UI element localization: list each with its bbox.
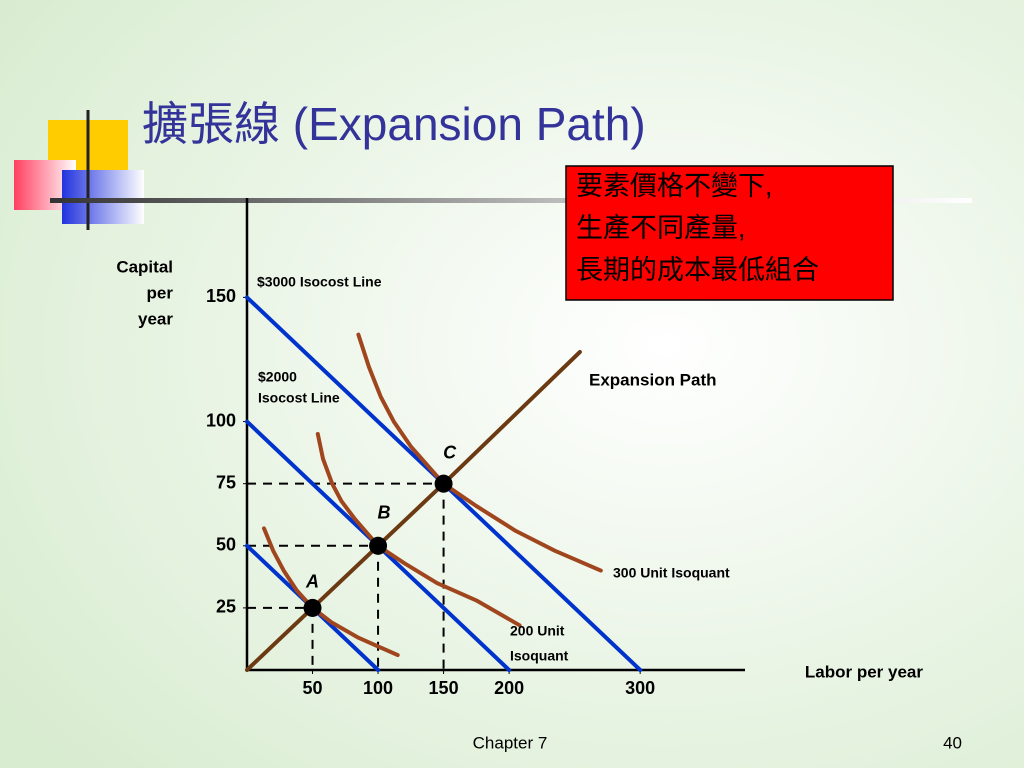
note-line: 長期的成本最低組合	[576, 255, 819, 285]
annotation: $3000 Isocost Line	[257, 274, 382, 290]
point-label: B	[378, 503, 391, 523]
x-tick-label: 100	[363, 678, 393, 698]
x-tick-label: 50	[303, 678, 323, 698]
y-tick-label: 100	[206, 410, 236, 430]
annotation: $2000	[258, 369, 297, 385]
series-line	[262, 526, 400, 658]
annotation: Isoquant	[510, 648, 569, 664]
x-tick-label: 300	[625, 678, 655, 698]
note: 要素價格不變下, 生產不同產量, 長期的成本最低組合	[576, 171, 819, 285]
note-box	[565, 165, 894, 301]
y-axis-label: Capital	[116, 257, 173, 276]
series-line	[315, 432, 522, 628]
point	[303, 598, 322, 617]
page-number: 40	[943, 733, 962, 752]
note-line: 生產不同產量,	[576, 213, 746, 243]
x-tick-label: 150	[429, 678, 459, 698]
point	[434, 474, 453, 493]
title: 擴張線 (Expansion Path)	[142, 98, 646, 150]
y-tick-label: 150	[206, 286, 236, 306]
note-line: 要素價格不變下,	[576, 171, 773, 201]
annotation: Expansion Path	[589, 370, 717, 389]
point	[369, 536, 388, 555]
x-tick-label: 200	[494, 678, 524, 698]
point-label: C	[443, 442, 457, 462]
annotation: 200 Unit	[510, 623, 565, 639]
annotation: Isocost Line	[258, 390, 340, 406]
y-axis-label: year	[138, 309, 173, 328]
y-tick-label: 50	[216, 535, 236, 555]
x-axis-label: Labor per year	[805, 662, 923, 681]
point-label: A	[305, 572, 319, 592]
decoration	[14, 110, 972, 230]
series-line	[356, 332, 603, 573]
y-tick-label: 25	[216, 597, 236, 617]
footer-chapter: Chapter 7	[473, 733, 548, 752]
y-axis-label: per	[147, 283, 174, 302]
annotation: 300 Unit Isoquant	[613, 565, 730, 581]
y-tick-label: 75	[216, 472, 236, 492]
